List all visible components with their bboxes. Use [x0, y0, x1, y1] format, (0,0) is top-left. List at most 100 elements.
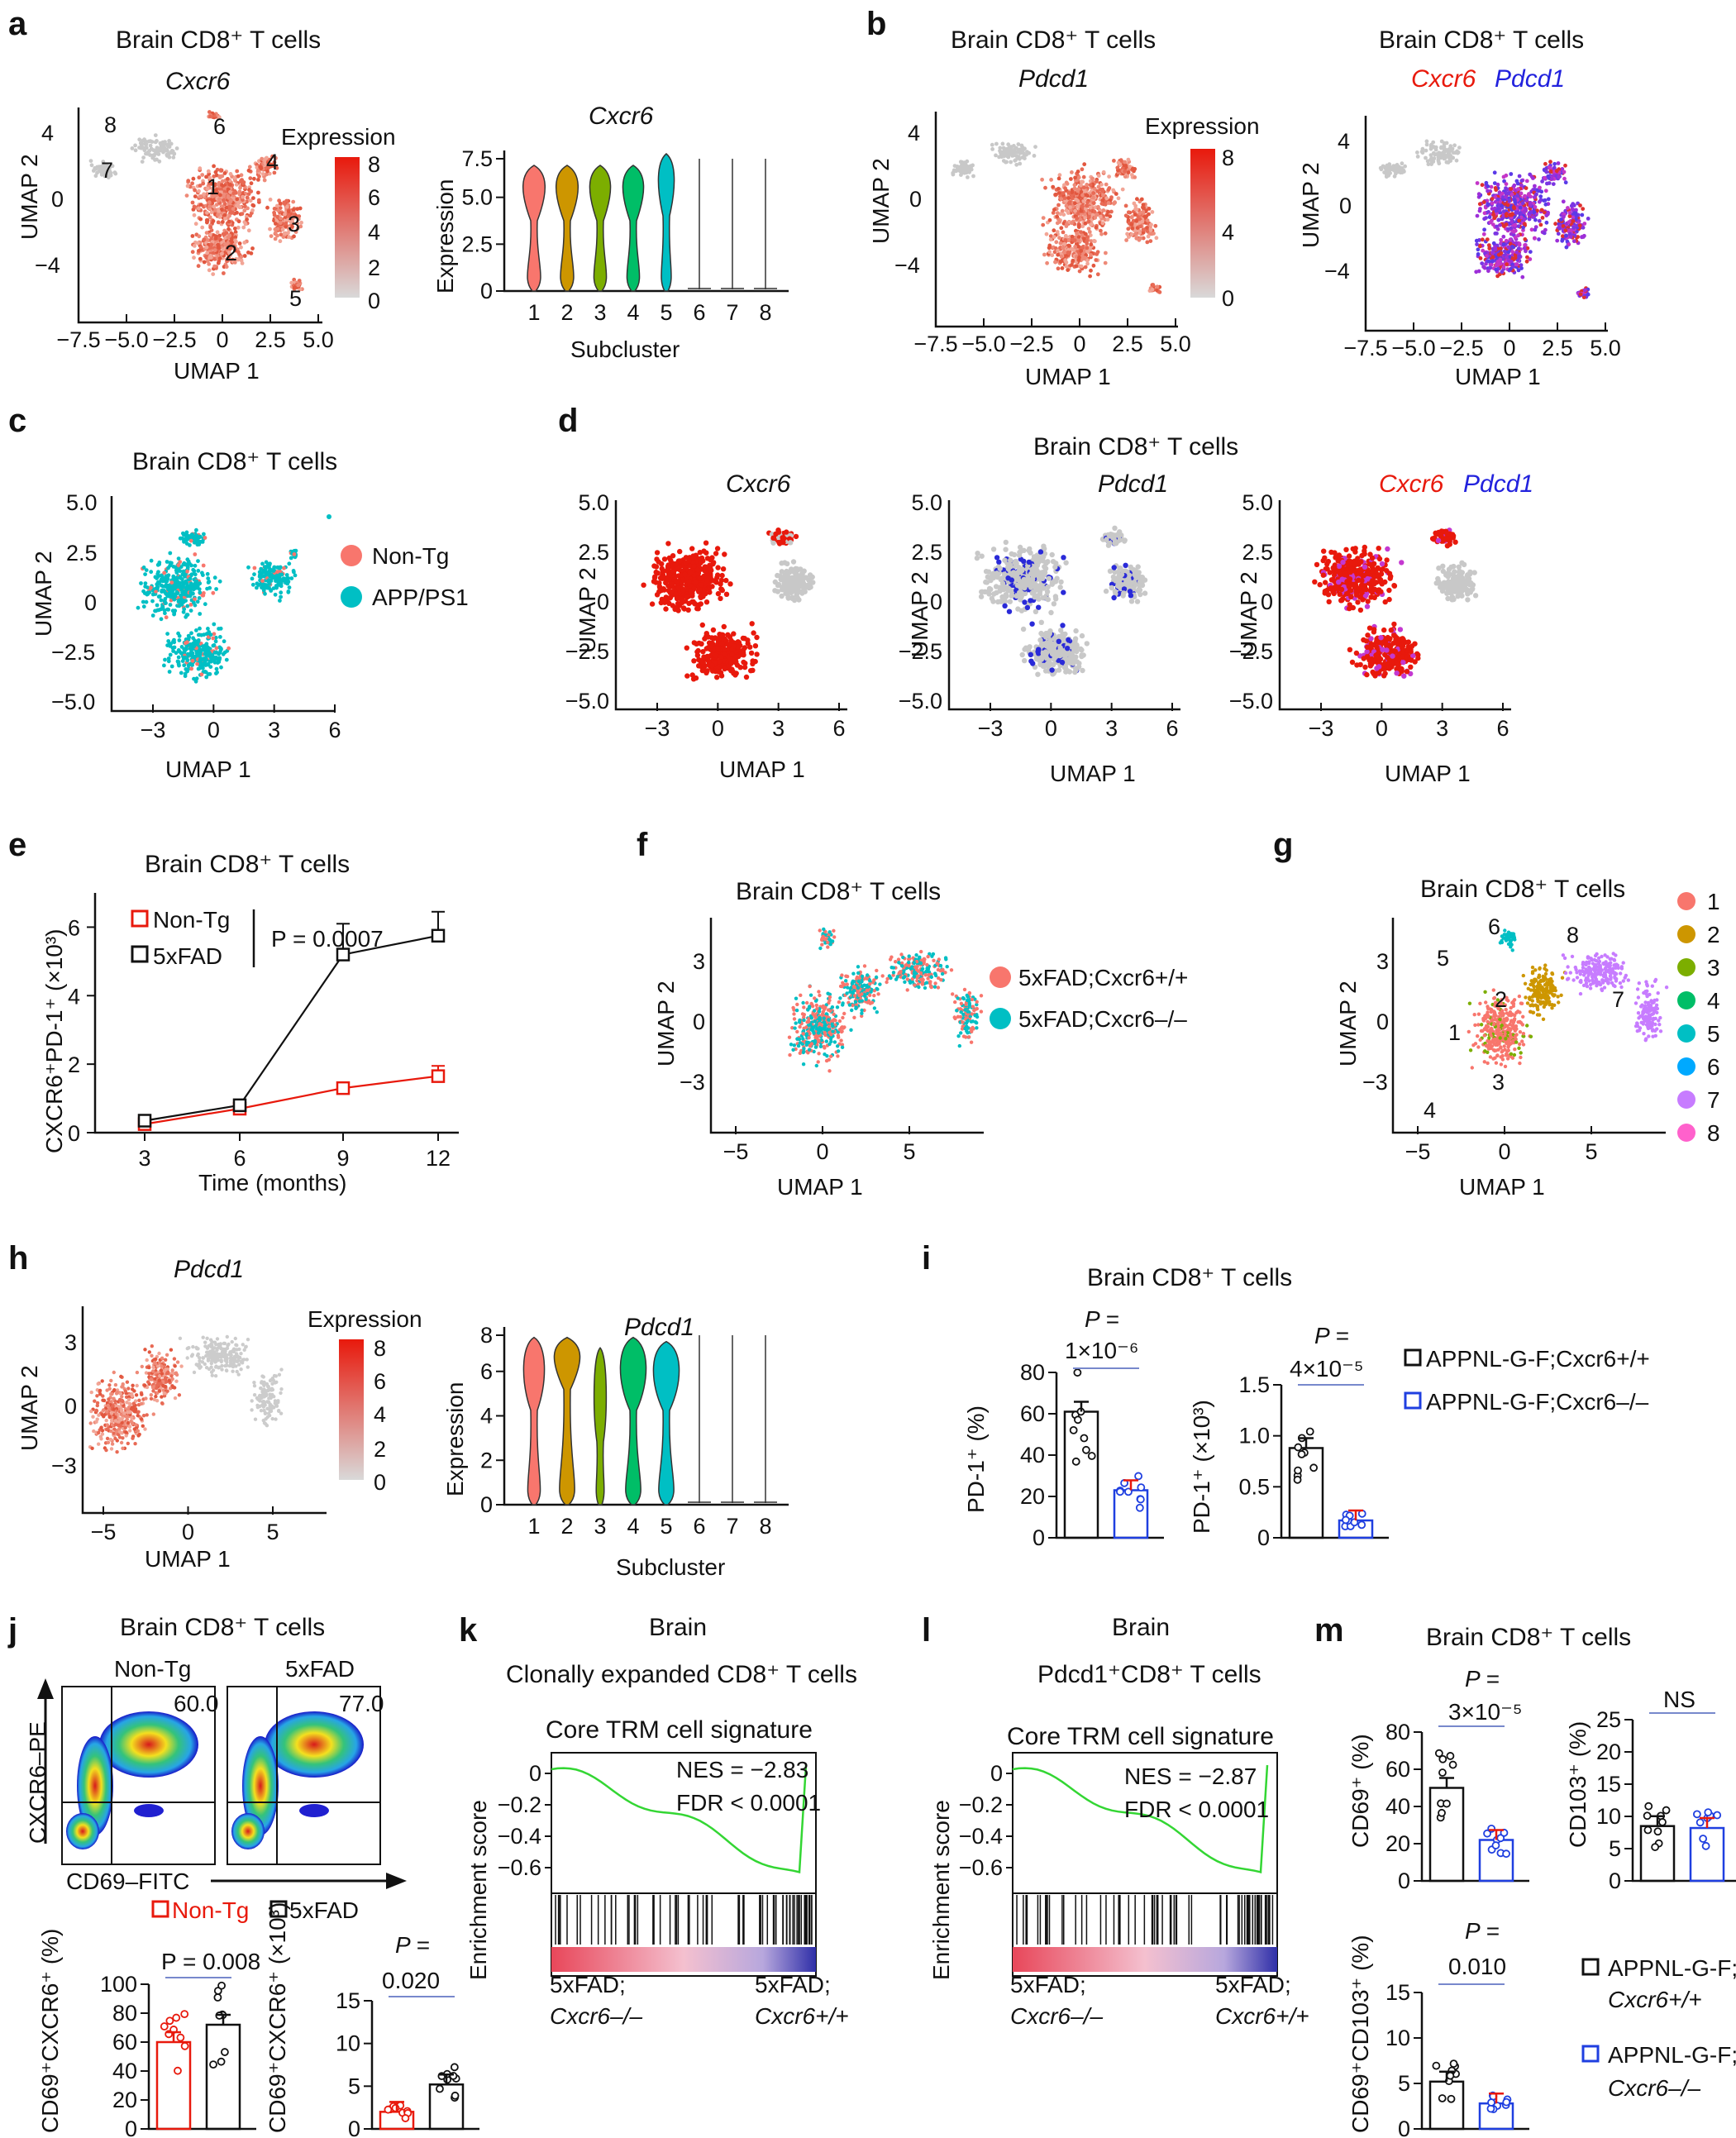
umap-a-cell	[193, 194, 198, 199]
umap-a-cell	[150, 140, 155, 144]
umap-d1-cell	[690, 556, 697, 561]
umap-b1-cell	[1079, 230, 1083, 234]
umap-c-cell	[141, 604, 146, 609]
umap-b2-cell	[1567, 214, 1572, 218]
umap-a	[77, 107, 322, 324]
umap-b1-cell	[1055, 221, 1060, 226]
umap-c-cell	[176, 567, 181, 572]
umap-b2-cell	[1562, 214, 1566, 219]
umap-b2-cell	[1507, 198, 1512, 203]
umap-b2-cell	[1566, 206, 1570, 210]
umap-a-cell	[227, 227, 231, 231]
umap-d1-cell	[669, 581, 675, 587]
umap-a-cell	[193, 222, 198, 227]
umap-b2-cell	[1448, 154, 1453, 158]
umap-b1-cell	[1059, 254, 1064, 259]
umap-b1-cell	[1077, 255, 1081, 260]
umap-d1-cell	[698, 594, 703, 600]
umap-a-cell	[250, 246, 255, 251]
umap-b2-cell	[1538, 185, 1542, 190]
umap-c-cell	[172, 597, 177, 602]
umap-b2-xtick-label: −2.5	[1439, 336, 1483, 360]
umap-c-cell	[165, 632, 170, 636]
umap-b1-cell	[1085, 238, 1090, 243]
umap-b2-cell	[1452, 143, 1457, 148]
umap-b1-cell	[1093, 239, 1097, 244]
umap-b2-cell	[1510, 245, 1514, 249]
umap-b1-cell	[1134, 218, 1139, 223]
umap-d1-cell	[703, 550, 709, 556]
umap-d1-cell	[754, 634, 760, 641]
umap-b1-cell	[1115, 165, 1120, 170]
umap-b2-cell	[1523, 193, 1527, 198]
umap-d1-cell	[704, 556, 711, 561]
umap-b1-cell	[1124, 238, 1128, 242]
umap-b1-cell	[1155, 284, 1160, 289]
umap-a-cell	[103, 169, 107, 174]
umap-b2-cell	[1548, 160, 1552, 165]
umap-a-cell	[234, 190, 238, 195]
umap-b2-cell	[1382, 170, 1386, 174]
umap-a-cell	[144, 151, 148, 156]
umap-a-cell	[212, 174, 217, 179]
umap-b1-cell	[1145, 226, 1149, 230]
umap-c-cell	[218, 626, 223, 631]
umap-b1-cell	[1130, 226, 1135, 231]
umap-b2-cell	[1539, 189, 1544, 194]
umap-d1-cell	[680, 605, 687, 611]
umap-a-cell	[236, 200, 241, 205]
umap-a-cell	[274, 155, 278, 160]
umap-d1-cell	[715, 565, 721, 570]
umap-a-cell	[237, 241, 242, 246]
umap-b1-cell	[1015, 150, 1020, 155]
umap-c-cell	[198, 534, 203, 539]
umap-a-cell	[222, 242, 227, 247]
umap-b2-cell	[1481, 200, 1486, 204]
umap-b2-cell	[1554, 169, 1559, 174]
umap-a-cell	[234, 239, 238, 244]
umap-b2-cell	[1581, 207, 1586, 212]
umap-c-cell	[201, 563, 206, 568]
umap-a-cell	[197, 189, 201, 193]
umap-b2-cell	[1498, 246, 1503, 251]
umap-b2-cell	[1524, 249, 1528, 254]
umap-a-cell	[205, 251, 210, 255]
umap-b2-xtick-label: −5.0	[1391, 336, 1435, 360]
umap-b2-cell	[1577, 223, 1582, 228]
panel-label-b: b	[866, 6, 886, 42]
umap-b2-ytick-neg4: −4	[1324, 259, 1350, 284]
umap-b1-cell	[1129, 215, 1134, 220]
umap-b2-cell	[1480, 261, 1485, 265]
umap-b1-cell	[1123, 169, 1127, 174]
umap-b1-cell	[1089, 242, 1094, 247]
umap-b2-cell	[1513, 255, 1518, 260]
umap-d1-cell	[732, 672, 738, 678]
umap-a-cell	[252, 176, 256, 181]
umap-b2-xtick-label: 5.0	[1590, 336, 1621, 360]
umap-b2-cell	[1563, 233, 1568, 238]
umap-a-cell	[202, 237, 207, 242]
umap-a-cell	[207, 262, 212, 266]
umap-c-cell	[150, 613, 155, 618]
umap-c-cell	[205, 586, 210, 591]
umap-a-cell	[289, 220, 294, 225]
umap-c-ytick-0: 0	[84, 590, 97, 615]
umap-b2-cell	[1424, 142, 1429, 147]
umap-b2-cell	[1552, 161, 1557, 166]
umap-a-cell	[165, 142, 170, 147]
umap-c-cell	[188, 661, 193, 666]
umap-a-cell	[286, 231, 290, 236]
umap-b2-cell	[1499, 237, 1504, 242]
umap-a-cell	[222, 202, 227, 207]
umap-d1-cell	[714, 572, 721, 578]
umap-b1-xticks: −7.5 −5.0 −2.5 0 2.5 5.0	[913, 318, 1191, 356]
umap-b1-cell	[1101, 193, 1105, 198]
umap-b2-cell	[1505, 262, 1509, 267]
umap-b1-cell	[1080, 167, 1085, 172]
umap-a-cell	[216, 183, 221, 187]
umap-b1-cell	[1096, 204, 1100, 209]
umap-a-cell	[209, 210, 214, 215]
umap-a-cell	[239, 258, 244, 263]
cluster-label-3: 3	[288, 212, 300, 236]
